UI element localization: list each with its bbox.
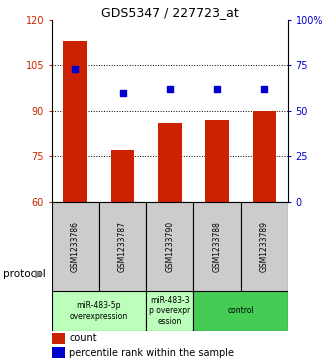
Text: control: control <box>227 306 254 315</box>
Bar <box>252 111 276 202</box>
Bar <box>146 202 193 291</box>
Bar <box>146 291 193 331</box>
Text: protocol: protocol <box>3 269 46 279</box>
Text: miR-483-3
p overexpr
ession: miR-483-3 p overexpr ession <box>149 296 190 326</box>
Bar <box>52 291 146 331</box>
Text: count: count <box>69 334 97 343</box>
Text: GSM1233788: GSM1233788 <box>212 221 222 272</box>
Bar <box>52 347 65 358</box>
Text: ▶: ▶ <box>35 269 43 279</box>
Point <box>167 86 172 92</box>
Title: GDS5347 / 227723_at: GDS5347 / 227723_at <box>101 6 239 19</box>
Bar <box>99 202 146 291</box>
Bar <box>193 291 288 331</box>
Point <box>262 86 267 92</box>
Bar <box>52 202 99 291</box>
Bar <box>241 202 288 291</box>
Bar <box>193 202 241 291</box>
Text: GSM1233790: GSM1233790 <box>165 221 174 272</box>
Text: GSM1233786: GSM1233786 <box>71 221 80 272</box>
Text: percentile rank within the sample: percentile rank within the sample <box>69 348 234 358</box>
Point <box>120 90 125 95</box>
Bar <box>205 120 229 202</box>
Bar <box>158 123 182 202</box>
Text: GSM1233789: GSM1233789 <box>260 221 269 272</box>
Text: miR-483-5p
overexpression: miR-483-5p overexpression <box>70 301 128 321</box>
Text: GSM1233787: GSM1233787 <box>118 221 127 272</box>
Bar <box>52 333 65 344</box>
Point <box>73 66 78 72</box>
Bar <box>111 150 134 202</box>
Point <box>214 86 220 92</box>
Bar <box>64 41 87 202</box>
